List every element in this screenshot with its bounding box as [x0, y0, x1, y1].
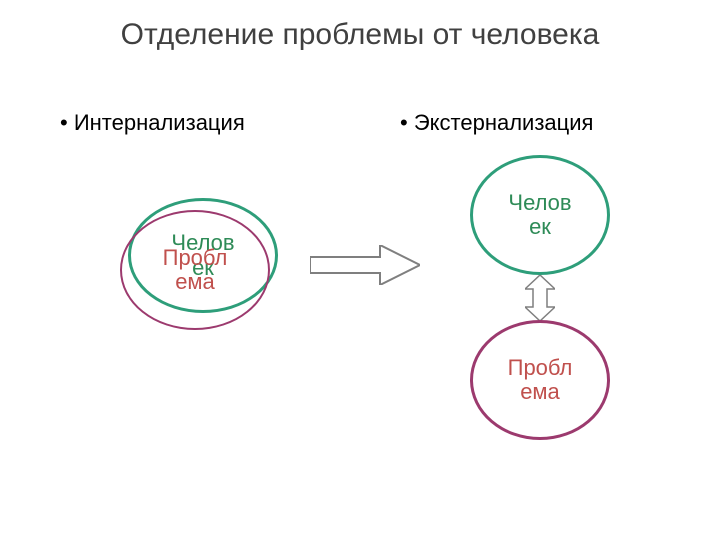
double-arrow-icon [525, 275, 555, 321]
slide: Отделение проблемы от человека Интернали… [0, 0, 720, 540]
arrow-right-icon [310, 245, 420, 285]
ellipse-right-problem: Проблема [470, 320, 610, 440]
bullet-externalization: Экстернализация [400, 110, 593, 136]
double-arrow-shape [525, 275, 555, 321]
ellipse-right-person: Человек [470, 155, 610, 275]
ellipse-left-problem-label: Проблема [163, 246, 228, 294]
ellipse-right-problem-label: Проблема [508, 356, 573, 404]
ellipse-left-problem: Проблема [120, 210, 270, 330]
slide-title: Отделение проблемы от человека [0, 18, 720, 52]
bullet-internalization: Интернализация [60, 110, 245, 136]
ellipse-right-person-label: Человек [508, 191, 571, 239]
arrow-right-shape [310, 245, 420, 285]
